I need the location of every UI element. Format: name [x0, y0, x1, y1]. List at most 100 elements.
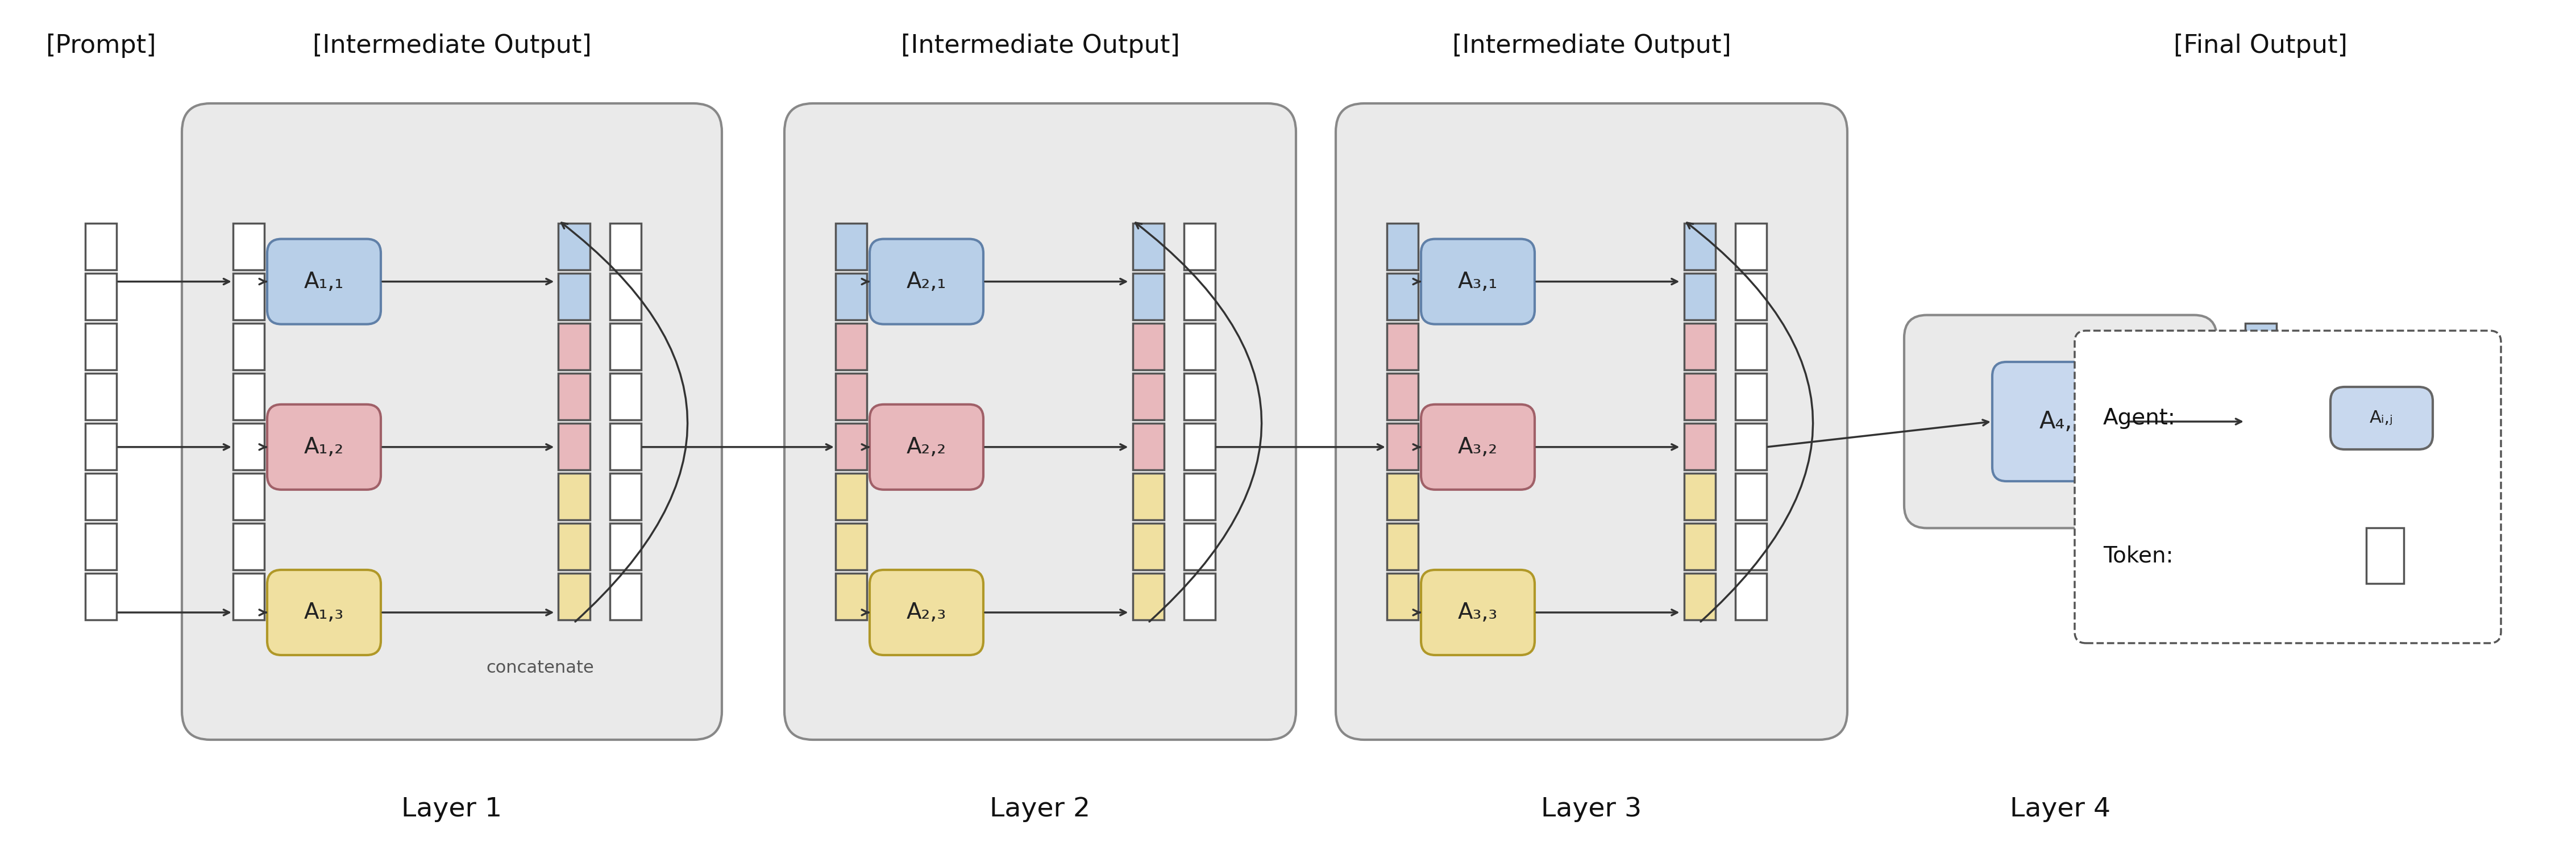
Text: A₃,₁: A₃,₁ — [1458, 271, 1497, 292]
Bar — [232, 373, 265, 420]
Bar — [85, 573, 116, 620]
FancyBboxPatch shape — [1422, 404, 1535, 490]
Bar — [835, 373, 866, 420]
Text: A₄,₁: A₄,₁ — [2040, 410, 2081, 434]
Bar — [1685, 424, 1716, 470]
Bar — [85, 274, 116, 320]
Text: Layer 1: Layer 1 — [402, 797, 502, 822]
Bar — [232, 473, 265, 520]
Bar — [611, 223, 641, 270]
Bar — [1185, 473, 1216, 520]
Bar — [1685, 223, 1716, 270]
Bar — [1685, 323, 1716, 370]
Bar — [835, 473, 866, 520]
Text: concatenate: concatenate — [487, 659, 595, 676]
Text: [Intermediate Output]: [Intermediate Output] — [902, 34, 1180, 58]
Bar — [835, 223, 866, 270]
Bar — [1185, 223, 1216, 270]
Bar — [1185, 523, 1216, 570]
FancyBboxPatch shape — [268, 570, 381, 655]
FancyBboxPatch shape — [871, 404, 984, 490]
Bar — [1185, 373, 1216, 420]
Text: Token:: Token: — [2102, 545, 2174, 567]
Bar — [611, 473, 641, 520]
Text: Agent:: Agent: — [2102, 408, 2177, 429]
Bar — [232, 274, 265, 320]
FancyBboxPatch shape — [2074, 331, 2501, 643]
Bar — [1386, 274, 1419, 320]
Bar — [2365, 528, 2403, 584]
Bar — [1386, 573, 1419, 620]
Bar — [559, 473, 590, 520]
Bar — [1685, 373, 1716, 420]
Bar — [85, 473, 116, 520]
Bar — [1685, 274, 1716, 320]
FancyBboxPatch shape — [183, 104, 721, 740]
Bar — [85, 523, 116, 570]
Bar — [2246, 473, 2277, 520]
FancyBboxPatch shape — [871, 239, 984, 324]
Text: A₃,₂: A₃,₂ — [1458, 436, 1497, 458]
Bar — [1736, 323, 1767, 370]
Bar — [1736, 424, 1767, 470]
Bar — [1185, 323, 1216, 370]
Bar — [1386, 523, 1419, 570]
Text: [Final Output]: [Final Output] — [2174, 34, 2347, 58]
Bar — [232, 523, 265, 570]
Bar — [85, 373, 116, 420]
Bar — [1386, 424, 1419, 470]
Bar — [835, 523, 866, 570]
Bar — [835, 424, 866, 470]
Text: [Intermediate Output]: [Intermediate Output] — [1453, 34, 1731, 58]
Bar — [1133, 323, 1164, 370]
Text: Aᵢ,ⱼ: Aᵢ,ⱼ — [2370, 410, 2393, 426]
Bar — [232, 573, 265, 620]
FancyBboxPatch shape — [786, 104, 1296, 740]
Bar — [1685, 523, 1716, 570]
FancyBboxPatch shape — [1337, 104, 1847, 740]
Text: A₁,₃: A₁,₃ — [304, 602, 345, 623]
Bar — [611, 573, 641, 620]
Bar — [1736, 373, 1767, 420]
Text: A₁,₁: A₁,₁ — [304, 271, 345, 292]
FancyBboxPatch shape — [1422, 239, 1535, 324]
Bar — [1386, 373, 1419, 420]
Bar — [559, 274, 590, 320]
Text: A₂,₃: A₂,₃ — [907, 602, 945, 623]
Bar — [1133, 223, 1164, 270]
Bar — [611, 424, 641, 470]
Bar — [1386, 323, 1419, 370]
Bar — [1133, 424, 1164, 470]
Bar — [232, 424, 265, 470]
Text: Layer 4: Layer 4 — [2009, 797, 2110, 822]
Bar — [611, 523, 641, 570]
Bar — [85, 424, 116, 470]
FancyBboxPatch shape — [871, 570, 984, 655]
Bar — [1185, 573, 1216, 620]
Bar — [2246, 323, 2277, 370]
Bar — [559, 323, 590, 370]
Bar — [1185, 424, 1216, 470]
Bar — [232, 223, 265, 270]
Text: Layer 3: Layer 3 — [1540, 797, 1641, 822]
Bar — [85, 223, 116, 270]
Bar — [1736, 473, 1767, 520]
Bar — [1133, 473, 1164, 520]
Bar — [559, 373, 590, 420]
Bar — [1386, 473, 1419, 520]
Bar — [1133, 373, 1164, 420]
Bar — [835, 274, 866, 320]
FancyBboxPatch shape — [1422, 570, 1535, 655]
Bar — [232, 323, 265, 370]
Text: A₃,₃: A₃,₃ — [1458, 602, 1497, 623]
Bar — [1133, 274, 1164, 320]
Bar — [559, 573, 590, 620]
Bar — [611, 274, 641, 320]
Bar — [1736, 573, 1767, 620]
Bar — [611, 373, 641, 420]
Text: A₂,₁: A₂,₁ — [907, 271, 945, 292]
Text: [Prompt]: [Prompt] — [46, 34, 157, 58]
Bar — [1736, 523, 1767, 570]
Bar — [559, 424, 590, 470]
Bar — [835, 323, 866, 370]
